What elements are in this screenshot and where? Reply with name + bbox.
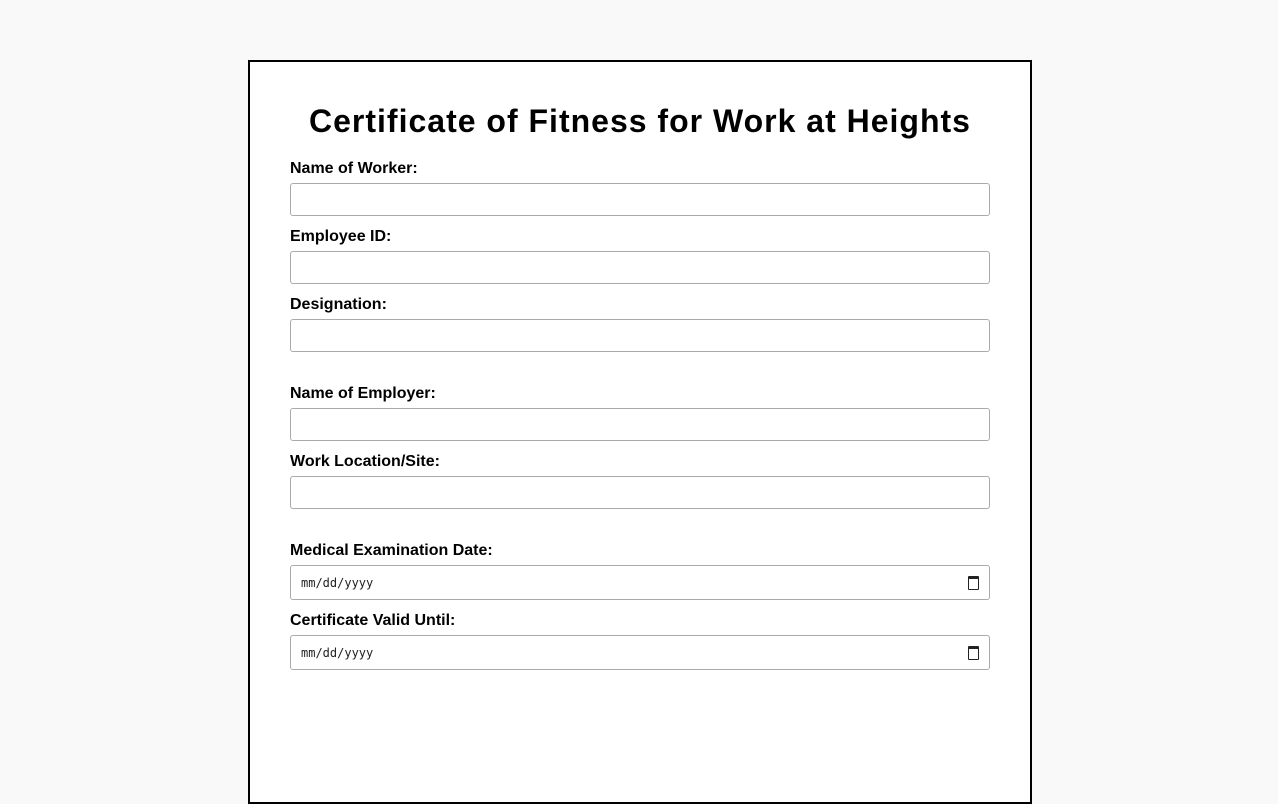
worker-name-label: Name of Worker: [290,160,418,177]
certificate-form: Certificate of Fitness for Work at Heigh… [248,60,1032,804]
page-title: Certificate of Fitness for Work at Heigh… [309,103,971,139]
worker-name-field: Name of Worker: [290,160,990,216]
valid-until-label: Certificate Valid Until: [290,612,456,629]
designation-input[interactable] [290,319,990,352]
worker-section: Name of Worker: Employee ID: Designation… [290,160,990,352]
calendar-icon[interactable] [968,575,979,590]
worker-name-input[interactable] [290,183,990,216]
employee-id-input[interactable] [290,251,990,284]
employee-id-field: Employee ID: [290,228,990,284]
employer-section: Name of Employer: Work Location/Site: [290,385,990,509]
valid-until-input[interactable]: mm/dd/yyyy [290,635,990,670]
employer-name-input[interactable] [290,408,990,441]
valid-until-placeholder: mm/dd/yyyy [301,645,374,660]
work-location-field: Work Location/Site: [290,453,990,509]
exam-date-placeholder: mm/dd/yyyy [301,575,374,590]
exam-date-label: Medical Examination Date: [290,542,493,559]
work-location-label: Work Location/Site: [290,453,440,470]
designation-field: Designation: [290,296,990,352]
work-location-input[interactable] [290,476,990,509]
employer-name-field: Name of Employer: [290,385,990,441]
exam-date-input[interactable]: mm/dd/yyyy [290,565,990,600]
employer-name-label: Name of Employer: [290,385,436,402]
designation-label: Designation: [290,296,387,313]
employee-id-label: Employee ID: [290,228,392,245]
medical-section: Medical Examination Date: mm/dd/yyyy Cer… [290,542,990,670]
valid-until-field: Certificate Valid Until: mm/dd/yyyy [290,612,990,670]
exam-date-field: Medical Examination Date: mm/dd/yyyy [290,542,990,600]
calendar-icon[interactable] [968,645,979,660]
